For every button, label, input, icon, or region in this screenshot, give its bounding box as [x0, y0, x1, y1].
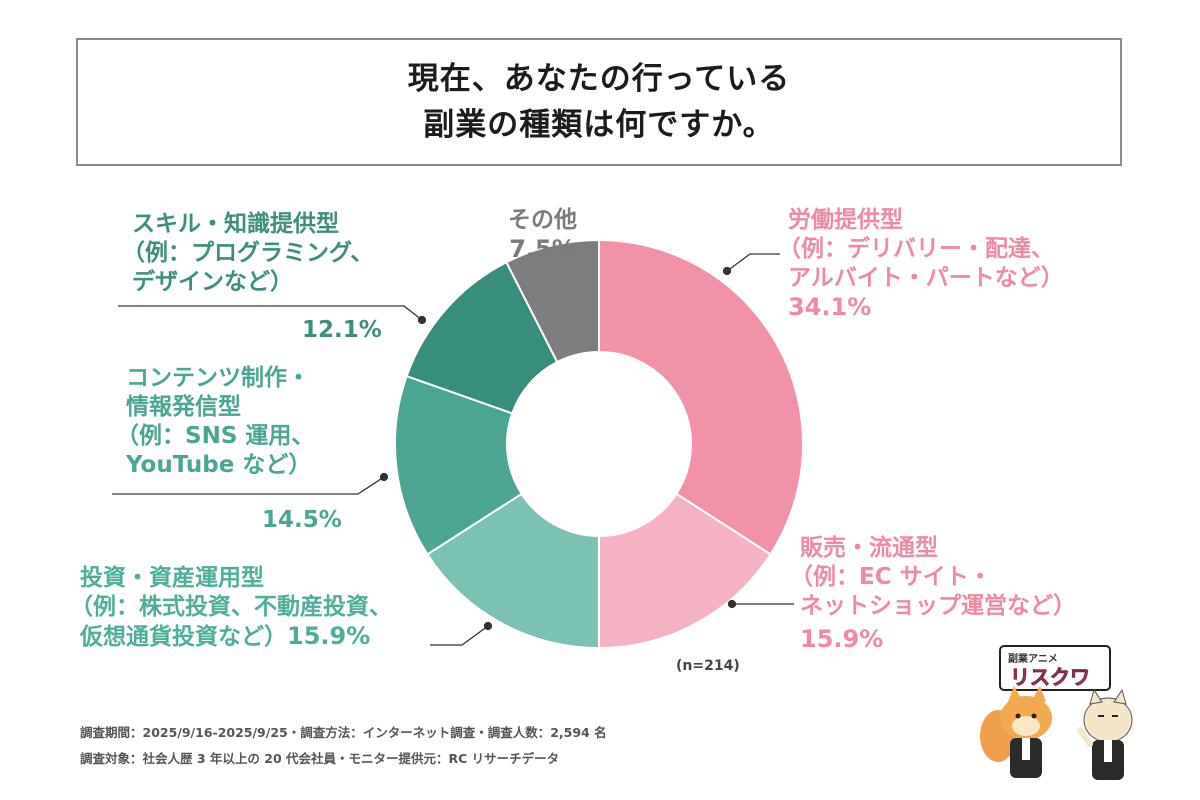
leader-line-skill	[118, 305, 423, 321]
title-box: 現在、あなたの行っている 副業の種類は何ですか。	[76, 38, 1122, 166]
leader-line-labor	[726, 253, 780, 272]
label-content-line-1: コンテンツ制作・	[126, 365, 310, 391]
label-other: その他 7.5%	[508, 206, 577, 264]
slice-skill	[405, 260, 559, 415]
label-sales: 販売・流通型 （例：EC サイト・ ネットショップ運営など） 15.9%	[790, 534, 1076, 654]
label-content-line-3: （例：SNS 運用、	[116, 423, 315, 449]
mascot-cat-icon	[1077, 688, 1133, 780]
slice-sales	[598, 492, 772, 650]
logo-badge: 副業アニメ リスクワ	[999, 645, 1111, 691]
logo-main-text: リスクワ	[1010, 665, 1090, 689]
label-investment-line-3-wrap: 仮想通貨投資など）15.9%	[80, 622, 392, 652]
sample-size: (n=214)	[676, 658, 740, 674]
leader-dot-skill	[417, 315, 427, 325]
leader-line-investment	[430, 625, 489, 646]
slice-labor	[598, 238, 804, 556]
label-investment-line-3: 仮想通貨投資など）	[80, 624, 287, 650]
mascot-logo: 副業アニメ リスクワ	[980, 645, 1133, 780]
value-sales: 15.9%	[800, 625, 884, 653]
value-labor: 34.1%	[788, 293, 872, 321]
leader-dot-labor	[722, 266, 732, 276]
label-skill-line-3: デザインなど）	[132, 269, 293, 295]
donut-slices	[394, 238, 804, 650]
label-sales-line-3: ネットショップ運営など）	[800, 593, 1076, 619]
label-sales-line-2: （例：EC サイト・	[790, 564, 992, 590]
title-line-2: 副業の種類は何ですか。	[423, 107, 775, 143]
leader-dot-content	[379, 472, 389, 482]
label-content-line-2: 情報発信型	[126, 394, 241, 420]
mascot-fox-icon	[980, 686, 1052, 778]
logo-small-text: 副業アニメ	[1008, 652, 1058, 665]
label-content-line-4: YouTube など）	[126, 452, 312, 478]
value-content: 14.5%	[262, 507, 342, 533]
leader-line-content	[112, 476, 385, 495]
slice-content	[394, 374, 524, 556]
label-labor: 労働提供型 （例：デリバリー・配達、 アルバイト・パートなど） 34.1%	[778, 206, 1064, 322]
label-sales-line-1: 販売・流通型	[800, 535, 938, 561]
label-investment-line-1: 投資・資産運用型	[80, 565, 264, 591]
label-skill-line-2: （例：プログラミング、	[122, 240, 374, 266]
value-investment: 15.9%	[287, 622, 371, 650]
leader-lines	[112, 253, 794, 646]
label-skill: スキル・知識提供型 （例：プログラミング、 デザインなど）	[122, 210, 373, 297]
value-other: 7.5%	[509, 235, 576, 263]
footer-line-1: 調査期間：2025/9/16-2025/9/25・調査方法：インターネット調査・…	[80, 725, 607, 740]
label-other-line-1: その他	[508, 207, 577, 233]
label-investment-line-2: （例：株式投資、不動産投資、	[70, 594, 392, 620]
label-labor-line-1: 労働提供型	[788, 207, 903, 233]
footer-line-2: 調査対象：社会人歴 3 年以上の 20 代会社員・モニター提供元：RC リサーチ…	[80, 751, 560, 766]
slice-other	[505, 238, 600, 364]
label-labor-line-2: （例：デリバリー・配達、	[778, 236, 1054, 262]
label-content: コンテンツ制作・ 情報発信型 （例：SNS 運用、 YouTube など）	[116, 364, 314, 480]
label-labor-line-3: アルバイト・パートなど）	[788, 265, 1064, 291]
slice-investment	[426, 492, 600, 650]
leader-dot-investment	[483, 621, 493, 631]
label-investment: 投資・資産運用型 （例：株式投資、不動産投資、 仮想通貨投資など）15.9%	[70, 564, 392, 652]
value-skill: 12.1%	[302, 317, 382, 343]
title-line-1: 現在、あなたの行っている	[407, 61, 791, 97]
label-skill-line-1: スキル・知識提供型	[132, 211, 339, 237]
leader-dot-sales	[727, 599, 737, 609]
